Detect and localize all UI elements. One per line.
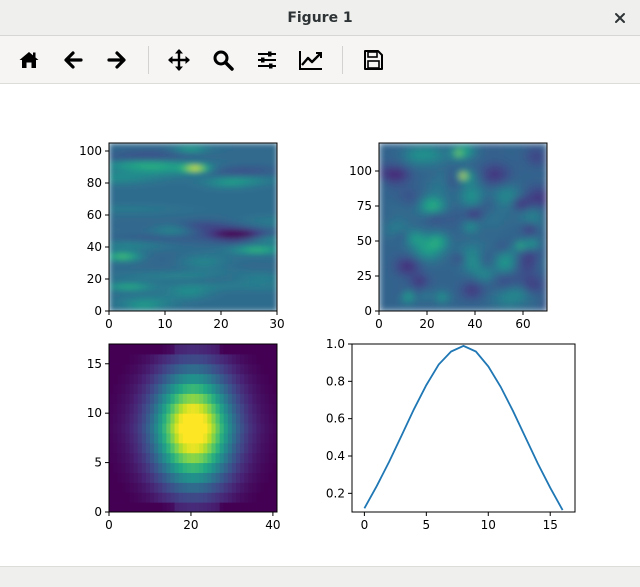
- x-tick-label: 0: [105, 518, 113, 532]
- y-tick-label: 1.0: [326, 337, 345, 351]
- y-tick-label: 0.8: [326, 374, 345, 388]
- close-icon: [615, 13, 625, 23]
- toolbar-separator: [342, 46, 343, 74]
- x-tick-label: 0: [375, 317, 383, 331]
- forward-button[interactable]: [103, 46, 131, 74]
- subplot-top-right: 0 20 40 60 0 25 50 75 100: [349, 142, 548, 331]
- y-tick-label: 75: [357, 199, 372, 213]
- pan-button[interactable]: [165, 46, 193, 74]
- subplot-bottom-left: 0 20 40 0 5 10 15: [87, 343, 281, 532]
- x-tick-label: 20: [183, 518, 198, 532]
- x-tick-label: 10: [481, 518, 496, 532]
- y-tick-label: 100: [79, 144, 102, 158]
- home-button[interactable]: [15, 46, 43, 74]
- save-icon: [364, 50, 383, 70]
- x-tick-label: 40: [467, 317, 482, 331]
- close-button[interactable]: [610, 8, 630, 28]
- back-button[interactable]: [59, 46, 87, 74]
- window-title: Figure 1: [287, 10, 353, 26]
- x-tick-label: 60: [515, 317, 530, 331]
- axes-frame: [378, 142, 548, 312]
- y-tick-label: 0.2: [326, 486, 345, 500]
- y-tick-label: 0.6: [326, 412, 345, 426]
- home-icon: [19, 52, 39, 68]
- x-tick-label: 0: [361, 518, 369, 532]
- heatmap-top-right: [379, 143, 547, 311]
- x-tick-label: 40: [265, 518, 280, 532]
- subplot-top-left: 0 10 20 30 0 20 40 60 80 100: [79, 142, 285, 331]
- edit-axes-button[interactable]: [297, 46, 325, 74]
- arrow-left-icon: [64, 51, 83, 69]
- subplot-bottom-right: 0 5 10 15 0.2 0.4 0.6 0.8 1.0: [326, 337, 576, 532]
- axes-frame: [108, 343, 278, 513]
- y-tick-label: 80: [87, 176, 102, 190]
- sliders-icon: [258, 51, 276, 69]
- save-button[interactable]: [359, 46, 387, 74]
- y-tick-label: 5: [94, 456, 102, 470]
- series-line: [363, 344, 564, 511]
- move-icon: [168, 49, 190, 71]
- x-tick-label: 30: [269, 317, 284, 331]
- x-tick-label: 20: [213, 317, 228, 331]
- y-tick-label: 100: [349, 164, 372, 178]
- arrow-right-icon: [107, 51, 126, 69]
- chart-edit-icon: [299, 51, 322, 70]
- y-tick-label: 20: [87, 272, 102, 286]
- y-tick-label: 40: [87, 240, 102, 254]
- x-tick-label: 5: [423, 518, 431, 532]
- x-tick-label: 15: [543, 518, 558, 532]
- y-tick-label: 0: [94, 505, 102, 519]
- zoom-icon: [213, 50, 234, 71]
- y-tick-label: 60: [87, 208, 102, 222]
- y-tick-label: 25: [357, 269, 372, 283]
- y-tick-label: 0.4: [326, 449, 345, 463]
- x-tick-label: 20: [419, 317, 434, 331]
- x-tick-label: 10: [157, 317, 172, 331]
- x-tick-label: 0: [105, 317, 113, 331]
- heatmap-bottom-left: [109, 344, 277, 512]
- zoom-button[interactable]: [209, 46, 237, 74]
- axes-frame: [351, 343, 576, 513]
- heatmap-top-left: [109, 143, 277, 311]
- y-tick-label: 50: [357, 234, 372, 248]
- y-tick-label: 0: [94, 304, 102, 318]
- axes-frame: [108, 142, 278, 312]
- y-tick-label: 15: [87, 357, 102, 371]
- configure-subplots-button[interactable]: [253, 46, 281, 74]
- y-tick-label: 0: [364, 304, 372, 318]
- status-bar: [0, 566, 640, 587]
- title-bar: Figure 1: [0, 0, 640, 36]
- toolbar-separator: [148, 46, 149, 74]
- y-tick-label: 10: [87, 406, 102, 420]
- toolbar: [0, 36, 640, 84]
